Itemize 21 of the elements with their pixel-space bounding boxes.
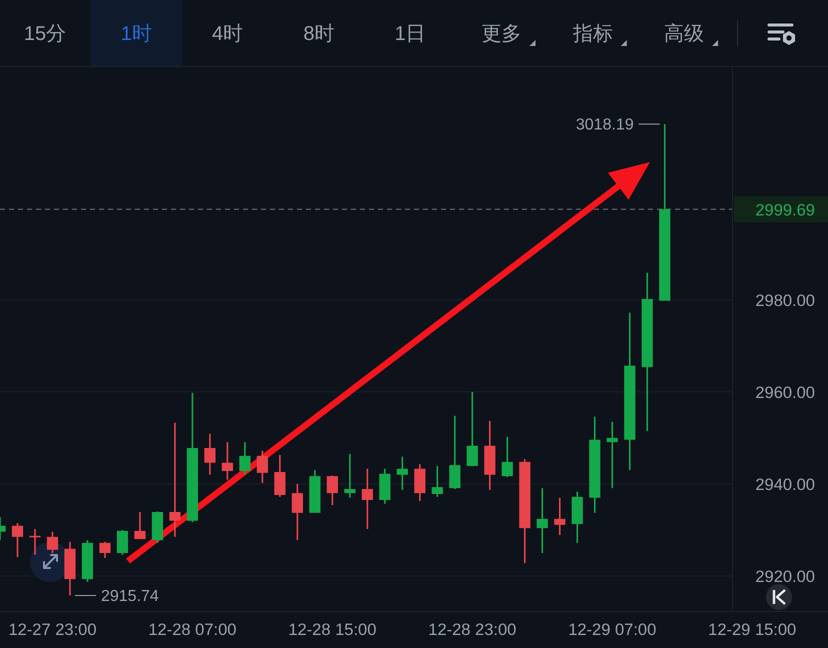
annotation: 3018.19 [576,116,634,134]
text: 15分 [24,23,66,45]
x-tick-label: 12-29 07:00 [568,621,656,639]
y-tick-label: 2920.00 [755,568,815,586]
x-tick-label: 12-28 23:00 [428,621,516,639]
text: 指标 [572,23,613,45]
x-tick-label: 12-29 15:00 [708,621,796,639]
x-tick-label: 12-28 07:00 [148,621,236,639]
x-tick-label: 12-28 15:00 [288,621,376,639]
text: 8时 [303,23,334,45]
y-tick-label: 2960.00 [755,384,815,402]
text: 高级 [664,22,704,45]
text: 1日 [394,23,426,45]
text: 1时 [120,23,152,45]
y-tick-label: 2980.00 [755,292,815,310]
annotation: 2915.74 [100,588,159,606]
x-tick-label: 12-27 23:00 [8,621,97,639]
ref-line-label: 2999.69 [755,201,815,220]
text: 更多 [482,23,522,45]
text: 4时 [212,23,244,45]
y-tick-label: 2940.00 [755,476,815,494]
